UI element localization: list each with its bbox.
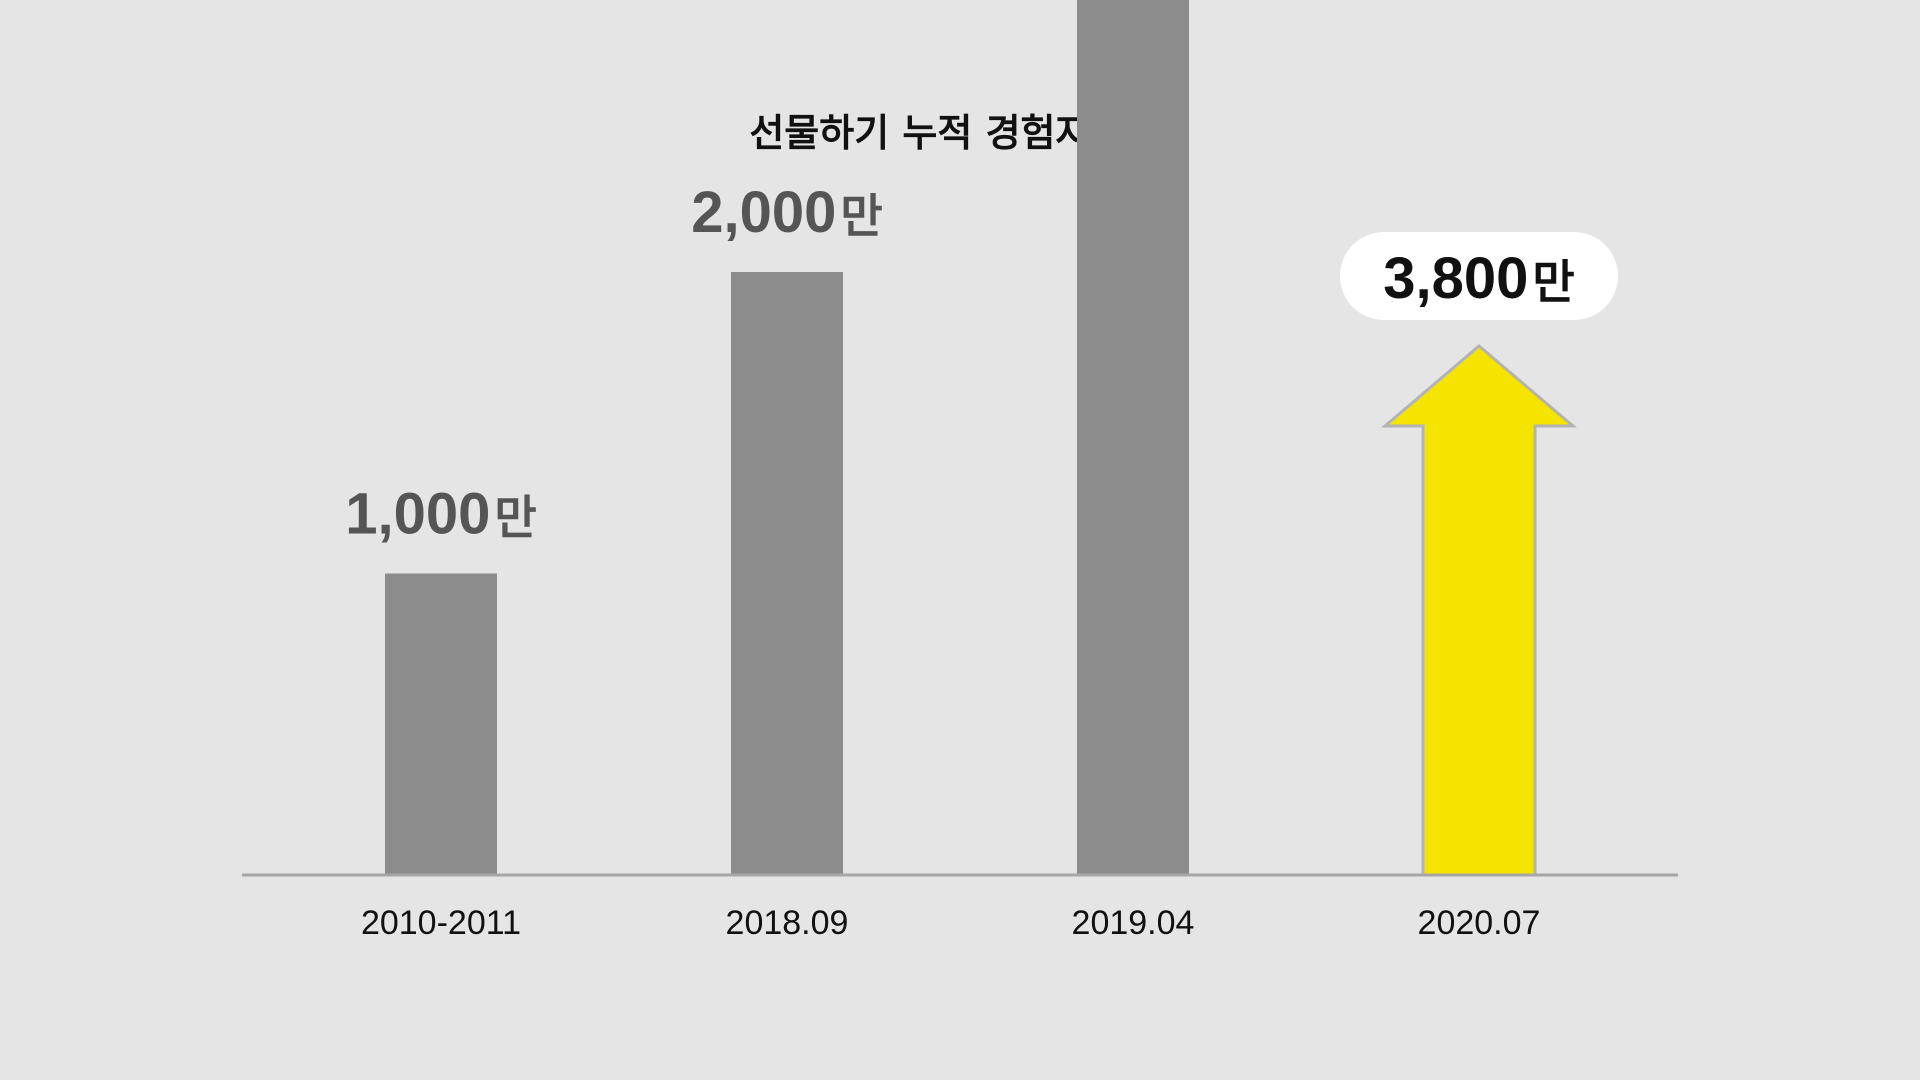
value-label-2020.07: 3,800만 xyxy=(1383,246,1574,311)
value-number: 2,000 xyxy=(691,180,836,245)
x-tick-label-2019.04: 2019.04 xyxy=(1072,904,1195,942)
bar-2019.04 xyxy=(1077,0,1189,875)
value-label-2018.09: 2,000만 xyxy=(691,180,882,245)
value-unit: 만 xyxy=(494,491,536,545)
chart-title: 선물하기 누적 경험자 수 xyxy=(749,111,1138,155)
x-tick-label-2018.09: 2018.09 xyxy=(726,904,849,942)
bar-2010-2011 xyxy=(385,573,497,875)
value-unit: 만 xyxy=(840,189,882,243)
x-tick-label-2010-2011: 2010-2011 xyxy=(361,904,521,942)
bars-layer xyxy=(385,0,1578,877)
highlight-callout xyxy=(1340,232,1618,320)
value-label-2010-2011: 1,000만 xyxy=(345,482,536,547)
value-number: 3,800 xyxy=(1383,246,1528,311)
value-unit: 만 xyxy=(1532,255,1574,309)
x-tick-label-2020.07: 2020.07 xyxy=(1418,904,1541,942)
x-tick-labels-layer: 2010-2011 2018.09 2019.04 2020.07 xyxy=(361,904,1540,942)
highlight-arrow-2020.07 xyxy=(1380,344,1578,877)
value-number: 1,000 xyxy=(345,482,490,547)
bar-2018.09 xyxy=(731,272,843,875)
